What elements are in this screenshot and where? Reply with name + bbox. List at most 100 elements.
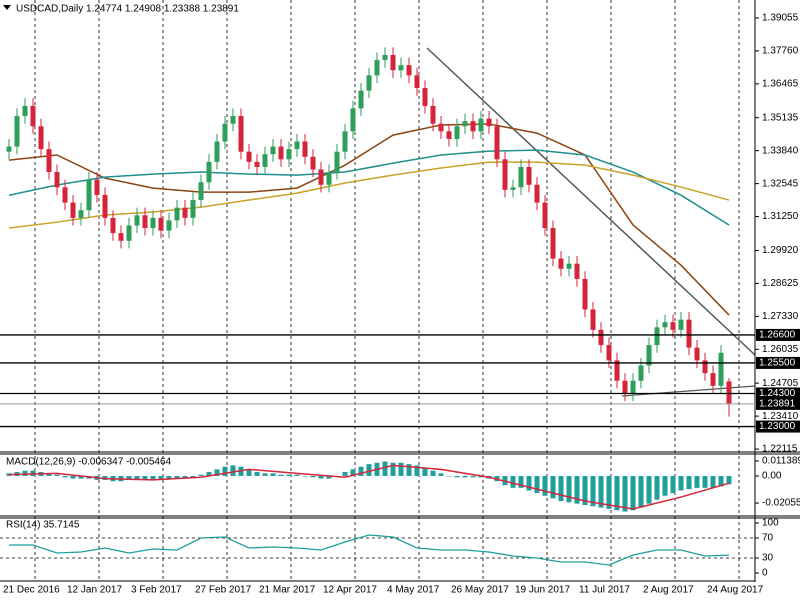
last-price-label: 1.23891 [759, 399, 796, 410]
y-tick-label: 1.28625 [762, 278, 799, 289]
macd-bar [150, 475, 156, 480]
candle-body [6, 146, 12, 152]
candle-body [142, 215, 148, 229]
candle-body [710, 373, 716, 386]
candle-body [702, 360, 708, 374]
y-tick-label: 1.33840 [762, 145, 799, 156]
y-tick-label: 1.26035 [762, 344, 799, 355]
candle-body [158, 217, 164, 231]
candle-body [342, 131, 348, 152]
macd-bar [542, 475, 548, 496]
level-label: 1.24300 [759, 388, 796, 399]
candle-body [38, 126, 44, 150]
moving-average [8, 161, 730, 229]
level-label-box [756, 420, 800, 433]
macd-bar [670, 475, 676, 494]
macd-bar [230, 465, 236, 476]
macd-bar [246, 469, 252, 476]
macd-bar [254, 472, 260, 476]
x-tick-label: 4 May 2017 [387, 585, 440, 596]
candle-body [622, 380, 628, 394]
candle-body [246, 151, 252, 162]
candle-body [174, 207, 180, 221]
y-tick-label: 1.32545 [762, 178, 799, 189]
candle-body [374, 60, 380, 76]
x-tick-label: 2 Aug 2017 [643, 585, 694, 596]
macd-bar [462, 475, 468, 478]
candle-body [54, 172, 60, 188]
candle-body [686, 319, 692, 348]
macd-bar [534, 475, 540, 494]
macd-bar [630, 475, 636, 511]
candle-body [30, 105, 36, 127]
macd-bar [622, 475, 628, 512]
signal-line [8, 464, 730, 510]
candle-body [182, 207, 188, 218]
macd-bar [270, 473, 276, 476]
macd-title: MACD(12,26,9) -0.006347 -0.005464 [6, 457, 172, 468]
macd-bar [518, 475, 524, 488]
trend-line [426, 47, 756, 356]
candle-body [382, 54, 388, 61]
macd-bar [366, 464, 372, 476]
macd-bar [598, 475, 604, 508]
candle-body [70, 202, 76, 218]
level-label: 1.25500 [759, 358, 796, 369]
macd-bar [718, 475, 724, 487]
y-tick-label: 1.31250 [762, 211, 799, 222]
candle-body [438, 123, 444, 132]
macd-bar [614, 475, 620, 511]
y-tick-label: 70 [762, 533, 774, 544]
macd-bar [54, 474, 60, 476]
candle-body [206, 161, 212, 183]
macd-bar [166, 475, 172, 479]
x-tick-label: 12 Apr 2017 [323, 585, 377, 596]
macd-bar [710, 475, 716, 488]
macd-bar [190, 475, 196, 478]
macd-bar [638, 475, 644, 508]
macd-bar [646, 475, 652, 504]
candle-body [510, 187, 516, 190]
candle-body [398, 65, 404, 71]
x-tick-label: 27 Feb 2017 [195, 585, 252, 596]
macd-bar [278, 474, 284, 476]
macd-bar [342, 472, 348, 476]
macd-bar [686, 475, 692, 490]
macd-bar [198, 474, 204, 476]
candle-body [566, 263, 572, 269]
candle-body [190, 200, 196, 218]
moving-average [8, 123, 730, 316]
macd-bar [294, 474, 300, 476]
x-tick-label: 19 Jun 2017 [515, 585, 570, 596]
level-label-box [756, 328, 800, 341]
macd-bar [142, 475, 148, 480]
candle-body [262, 154, 268, 167]
candle-body [494, 126, 500, 160]
candle-body [14, 116, 20, 147]
candle-body [326, 172, 332, 185]
rsi-title: RSI(14) 35.7145 [6, 520, 80, 531]
candle-body [518, 166, 524, 188]
macd-bar [566, 475, 572, 503]
x-tick-label: 12 Jan 2017 [67, 585, 122, 596]
candle-body [390, 54, 396, 71]
macd-bar [310, 475, 316, 478]
level-label-box [756, 387, 800, 400]
candle-body [22, 105, 28, 117]
level-label: 1.23000 [759, 421, 796, 432]
macd-bar [174, 475, 180, 479]
candle-body [254, 161, 260, 167]
candle-body [358, 90, 364, 109]
candle-body [654, 327, 660, 346]
macd-bar [350, 469, 356, 476]
macd-bar [358, 466, 364, 476]
candle-body [630, 380, 636, 394]
candle-body [526, 166, 532, 185]
candle-body [574, 263, 580, 279]
macd-bar [590, 475, 596, 507]
macd-bar [182, 475, 188, 479]
rsi-line [9, 534, 730, 566]
macd-bar [62, 475, 68, 478]
dropdown-icon[interactable] [3, 5, 11, 10]
